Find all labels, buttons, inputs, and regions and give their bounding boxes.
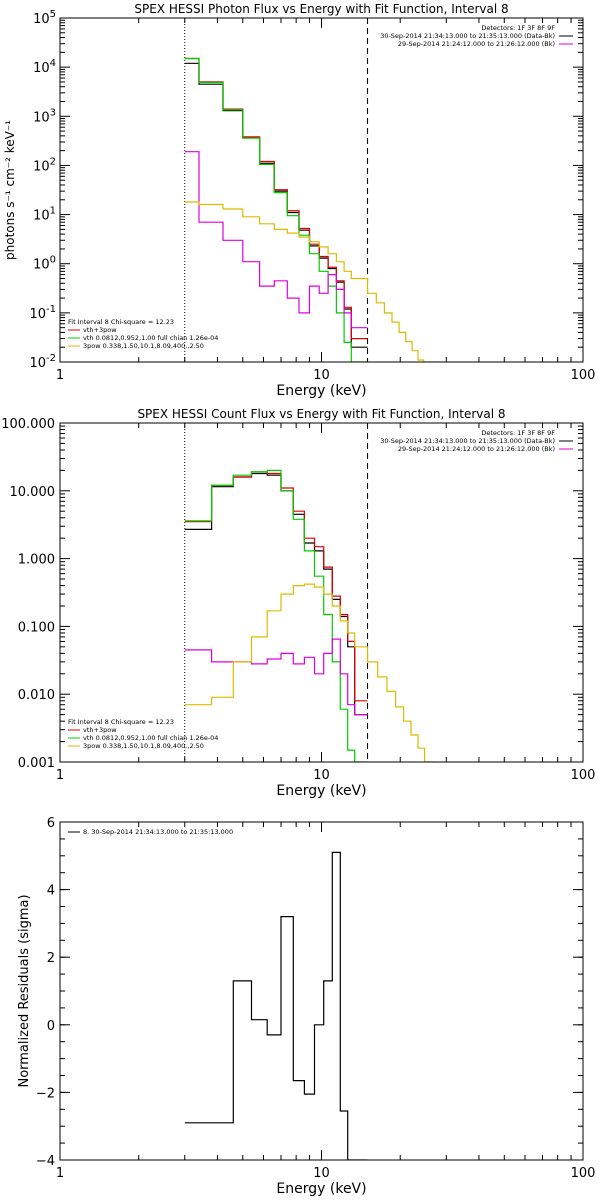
y-tick-exponent: 0 xyxy=(50,255,56,266)
legend-label: 3pow 0.338,1.50,10.1,8.09,400.,2.50 xyxy=(83,742,204,750)
x-axis-label: Energy (keV) xyxy=(276,383,366,399)
x-axis-label: Energy (keV) xyxy=(276,1181,366,1197)
legend-label: 29-Sep-2014 21:24:12.000 to 21:26:12.000… xyxy=(398,445,555,453)
series-group xyxy=(184,57,440,362)
y-tick-base: 10 xyxy=(33,258,50,273)
series-line-1 xyxy=(184,851,368,1160)
y-tick-exponent: 1 xyxy=(50,206,56,217)
y-tick-label: 4 xyxy=(47,884,55,899)
plot-frame xyxy=(59,422,584,763)
legend-header: Fit Interval 8 Chi-square = 12.23 xyxy=(68,318,174,326)
series-line-2 xyxy=(184,57,368,340)
x-tick-label: 1 xyxy=(56,1166,64,1181)
y-tick-base: 10 xyxy=(33,159,50,174)
y-tick-label: 0.100 xyxy=(18,620,55,635)
y-tick-base: 10 xyxy=(33,12,50,27)
y-tick-label: −2 xyxy=(36,1086,55,1101)
series-line-1 xyxy=(184,62,368,348)
legend-bottom: Fit Interval 8 Chi-square = 12.23vth+3po… xyxy=(68,718,218,750)
legend-label: vth+3pow xyxy=(83,726,117,734)
legend-header: Detectors: 1F 3F 8F 9F xyxy=(481,24,555,32)
y-tick-label: 0.001 xyxy=(18,756,55,771)
y-tick-label: 10.000 xyxy=(10,485,56,500)
series-line-3 xyxy=(184,57,368,362)
x-tick-label: 100 xyxy=(571,368,596,383)
y-tick-label: 100.000 xyxy=(1,417,55,432)
series-line-4 xyxy=(184,638,368,716)
x-tick-label: 10 xyxy=(313,1166,330,1181)
y-tick-exponent: 2 xyxy=(50,156,56,167)
y-tick-exponent: 3 xyxy=(50,107,56,118)
x-tick-label: 10 xyxy=(313,768,330,783)
legend-header: Detectors: 1F 3F 8F 9F xyxy=(481,429,555,437)
legend-bottom: Fit Interval 8 Chi-square = 12.23vth+3po… xyxy=(68,318,218,350)
y-tick-label: 10-1 xyxy=(29,304,56,322)
legend-label: 29-Sep-2014 21:24:12.000 to 21:26:12.000… xyxy=(398,40,555,48)
chart-panel-3: 1 10 100 −4 −2 0 2 4 6 Energy (keV) Normalized Res… xyxy=(17,816,595,1197)
legend-top: 8. 30-Sep-2014 21:34:13.000 to 21:35:13.… xyxy=(68,828,233,836)
y-axis-label: photons s⁻¹ cm⁻² keV⁻¹ xyxy=(3,120,17,260)
series-line-5 xyxy=(184,201,440,362)
legend-label: 3pow 0.338,1.50,10.1,8.09,400.,2.50 xyxy=(83,342,204,350)
series-line-4 xyxy=(184,151,368,329)
y-tick-base: 10 xyxy=(29,356,46,371)
chart-panel-1: SPEX HESSI Photon Flux vs Energy with Fi… xyxy=(3,2,595,399)
y-tick-label: −4 xyxy=(36,1154,55,1169)
y-tick-base: 10 xyxy=(33,61,50,76)
plot-frame xyxy=(59,821,584,1161)
y-tick-label: 105 xyxy=(33,9,56,27)
y-tick-base: 10 xyxy=(33,110,50,125)
y-tick-label: 102 xyxy=(33,156,56,174)
y-tick-label: 104 xyxy=(33,58,56,76)
legend-label: vth+3pow xyxy=(83,326,117,334)
y-tick-label: 100 xyxy=(33,255,56,273)
x-tick-label: 100 xyxy=(571,768,596,783)
legend-header: Fit Interval 8 Chi-square = 12.23 xyxy=(68,718,174,726)
y-tick-label: 6 xyxy=(47,816,55,831)
x-tick-label: 100 xyxy=(571,1166,596,1181)
y-tick-label: 0.010 xyxy=(18,688,55,703)
x-tick-label: 1 xyxy=(56,368,64,383)
y-tick-base: 10 xyxy=(29,307,46,322)
chart-title: SPEX HESSI Count Flux vs Energy with Fit… xyxy=(137,407,505,421)
legend-label: 8. 30-Sep-2014 21:34:13.000 to 21:35:13.… xyxy=(83,828,233,836)
plot-frame xyxy=(59,17,584,363)
chart-title: SPEX HESSI Photon Flux vs Energy with Fi… xyxy=(134,2,508,16)
legend-label: vth 0.0812,0.952,1.00 full chian 1.26e-0… xyxy=(83,734,218,742)
x-tick-label: 10 xyxy=(313,368,330,383)
series-line-5 xyxy=(184,583,437,762)
y-tick-base: 10 xyxy=(33,209,50,224)
y-tick-label: 103 xyxy=(33,107,56,125)
y-tick-label: 0 xyxy=(47,1019,55,1034)
series-group xyxy=(184,851,368,1160)
legend-label: vth 0.0812,0.952,1.00 full chian 1.26e-0… xyxy=(83,334,218,342)
legend-label: 30-Sep-2014 21:34:13.000 to 21:35:13.000… xyxy=(380,32,555,40)
y-tick-label: 2 xyxy=(47,951,55,966)
y-tick-label: 1.000 xyxy=(18,553,55,568)
y-tick-exponent: 4 xyxy=(50,58,56,69)
series-group xyxy=(184,469,437,762)
y-tick-label: 10-2 xyxy=(29,353,56,371)
y-tick-exponent: -1 xyxy=(46,304,56,315)
y-tick-exponent: -2 xyxy=(46,353,56,364)
legend-label: 30-Sep-2014 21:34:13.000 to 21:35:13.000… xyxy=(380,437,555,445)
y-tick-label: 101 xyxy=(33,206,56,224)
x-axis-label: Energy (keV) xyxy=(276,783,366,799)
y-axis-label: Normalized Residuals (sigma) xyxy=(17,894,32,1087)
y-tick-exponent: 5 xyxy=(50,9,56,20)
x-tick-label: 1 xyxy=(56,768,64,783)
series-line-3 xyxy=(184,469,368,762)
chart-panel-2: SPEX HESSI Count Flux vs Energy with Fit… xyxy=(1,407,595,799)
